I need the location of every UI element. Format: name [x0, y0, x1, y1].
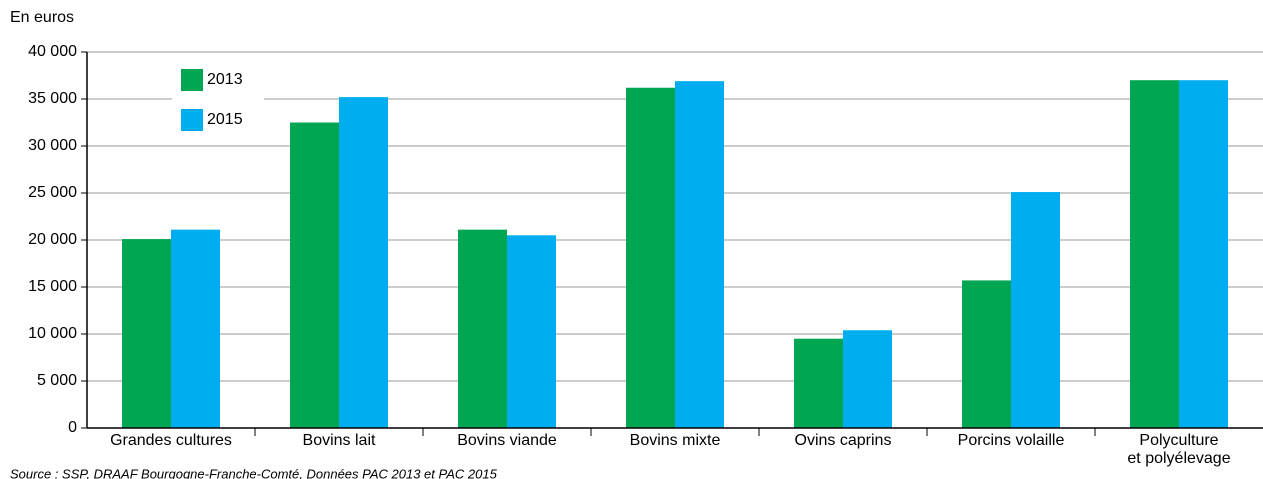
y-tick-label: 25 000	[28, 184, 77, 201]
bar	[122, 239, 171, 428]
bar	[794, 338, 843, 428]
bar	[507, 235, 556, 428]
bar	[843, 330, 892, 428]
y-tick-label: 40 000	[28, 43, 77, 60]
x-tick-label: Bovins mixte	[629, 432, 721, 449]
bar	[1179, 80, 1228, 428]
x-tick-label: Bovins viande	[457, 432, 557, 449]
x-tick-label: Grandes cultures	[110, 432, 232, 449]
bar	[1130, 80, 1179, 428]
bar	[458, 229, 507, 428]
bar	[290, 122, 339, 428]
legend-swatch	[181, 69, 203, 91]
source-note: Source : SSP, DRAAF Bourgogne-Franche-Co…	[10, 466, 498, 479]
y-tick-label: 20 000	[28, 231, 77, 248]
legend-label: 2015	[207, 111, 243, 128]
x-tick-label: Porcins volaille	[957, 432, 1065, 449]
y-tick-label: 10 000	[28, 325, 77, 342]
bar	[675, 81, 724, 428]
y-tick-label: 0	[68, 419, 77, 436]
bar	[1011, 192, 1060, 428]
y-axis-label: En euros	[10, 9, 74, 26]
legend-label: 2013	[207, 71, 243, 88]
bar	[626, 87, 675, 428]
legend-swatch	[181, 109, 203, 131]
y-tick-label: 15 000	[28, 278, 77, 295]
x-tick-label: Ovins caprins	[794, 432, 892, 449]
bar	[171, 229, 220, 428]
bar	[339, 97, 388, 429]
y-tick-label: 5 000	[37, 372, 77, 389]
y-tick-label: 30 000	[28, 137, 77, 154]
bar	[962, 280, 1011, 428]
y-tick-label: 35 000	[28, 90, 77, 107]
x-tick-label: Bovins lait	[302, 432, 376, 449]
x-tick-label: Polyculture et polyélevage	[1127, 432, 1231, 467]
